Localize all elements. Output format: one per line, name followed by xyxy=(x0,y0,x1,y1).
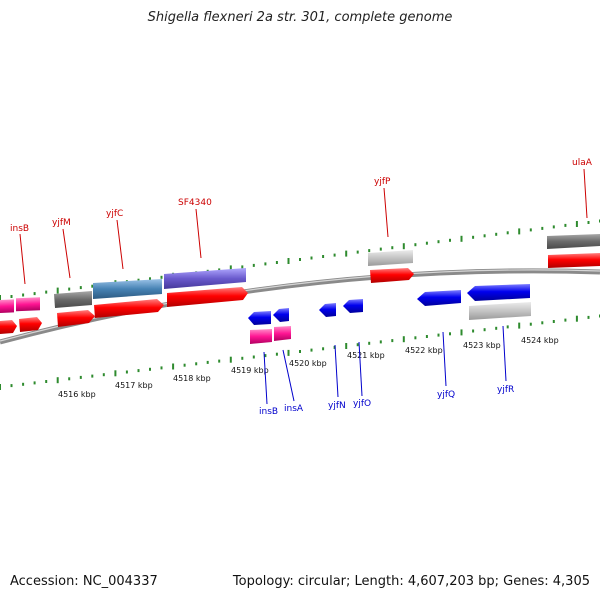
genome-summary-text: Topology: circular; Length: 4,607,203 bp… xyxy=(232,574,590,589)
gene-yjfp[interactable] xyxy=(368,250,413,266)
gene-sf4340[interactable] xyxy=(164,268,246,289)
cds-yjfm[interactable] xyxy=(57,310,95,327)
cds-insb-1[interactable] xyxy=(0,320,17,334)
leader-yjfn xyxy=(334,344,339,398)
gene-insa[interactable] xyxy=(274,326,291,341)
bottom-leader-lines xyxy=(263,325,507,405)
leader-sf4340 xyxy=(195,208,202,259)
label-insb-top[interactable]: insB xyxy=(10,224,29,234)
cds-yjfq[interactable] xyxy=(417,290,461,306)
scale-label-4518: 4518 kbp xyxy=(173,374,211,383)
leader-yjfr xyxy=(502,325,507,382)
cds-insb-2[interactable] xyxy=(19,317,42,332)
cds-yjfn[interactable] xyxy=(319,303,336,317)
label-yjfm[interactable]: yjfM xyxy=(52,218,71,228)
leader-insb-top xyxy=(19,233,26,285)
forward-gene-row xyxy=(0,234,600,313)
top-gene-labels: insB yjfM yjfC SF4340 yjfP ulaA xyxy=(10,158,593,234)
cds-insa[interactable] xyxy=(273,308,289,322)
gene-yjfr[interactable] xyxy=(469,302,531,320)
gene-yjfm[interactable] xyxy=(54,291,92,308)
label-yjfn[interactable]: yjfN xyxy=(328,401,346,411)
gene-insb-forward[interactable] xyxy=(0,299,14,313)
gene-yjfc[interactable] xyxy=(93,279,162,299)
label-insb-bottom[interactable]: insB xyxy=(259,407,278,417)
reverse-cds-row xyxy=(248,284,530,325)
leader-insa xyxy=(282,349,295,402)
map-title: Shigella flexneri 2a str. 301, complete … xyxy=(147,10,453,25)
scale-label-4523: 4523 kbp xyxy=(463,341,501,350)
label-sf4340[interactable]: SF4340 xyxy=(178,198,212,208)
label-yjfr[interactable]: yjfR xyxy=(497,385,514,395)
scale-label-4517: 4517 kbp xyxy=(115,381,153,390)
cds-yjfp[interactable] xyxy=(370,268,414,283)
scale-label-4524: 4524 kbp xyxy=(521,336,559,345)
leader-ulaa xyxy=(583,168,588,219)
top-leader-lines xyxy=(19,168,588,285)
label-yjfo[interactable]: yjfO xyxy=(353,399,371,409)
scale-label-4521: 4521 kbp xyxy=(347,351,385,360)
bottom-gene-labels: insB insA yjfN yjfO yjfQ yjfR xyxy=(259,385,514,417)
leader-yjfc xyxy=(116,219,124,270)
scale-labels: 4516 kbp 4517 kbp 4518 kbp 4519 kbp 4520… xyxy=(58,336,559,399)
label-yjfc[interactable]: yjfC xyxy=(106,209,123,219)
label-yjfq[interactable]: yjfQ xyxy=(437,390,455,400)
lower-tick-row xyxy=(0,314,600,390)
leader-yjfq xyxy=(442,331,447,387)
label-yjfp[interactable]: yjfP xyxy=(374,177,391,187)
leader-yjfp xyxy=(383,187,389,238)
cds-yjfo[interactable] xyxy=(343,299,363,313)
scale-label-4520: 4520 kbp xyxy=(289,359,327,368)
label-ulaa[interactable]: ulaA xyxy=(572,158,593,168)
scale-label-4516: 4516 kbp xyxy=(58,390,96,399)
cds-yjfr[interactable] xyxy=(467,284,530,301)
forward-cds-row xyxy=(0,253,600,334)
accession-text: Accession: NC_004337 xyxy=(10,574,158,589)
gene-ulaa[interactable] xyxy=(547,234,600,249)
scale-label-4519: 4519 kbp xyxy=(231,366,269,375)
cds-yjfc[interactable] xyxy=(94,299,164,318)
leader-yjfm xyxy=(62,228,71,279)
leader-yjfo xyxy=(358,341,363,397)
reverse-gene-row xyxy=(250,302,531,344)
gene-insb-forward-2[interactable] xyxy=(16,297,40,312)
cds-insb-reverse[interactable] xyxy=(248,311,271,325)
cds-sf4340[interactable] xyxy=(167,287,248,307)
gene-insb-reverse[interactable] xyxy=(250,329,272,344)
cds-ulaa[interactable] xyxy=(548,253,600,268)
scale-label-4522: 4522 kbp xyxy=(405,346,443,355)
label-insa[interactable]: insA xyxy=(284,404,304,414)
leader-insb-bottom xyxy=(263,351,268,405)
